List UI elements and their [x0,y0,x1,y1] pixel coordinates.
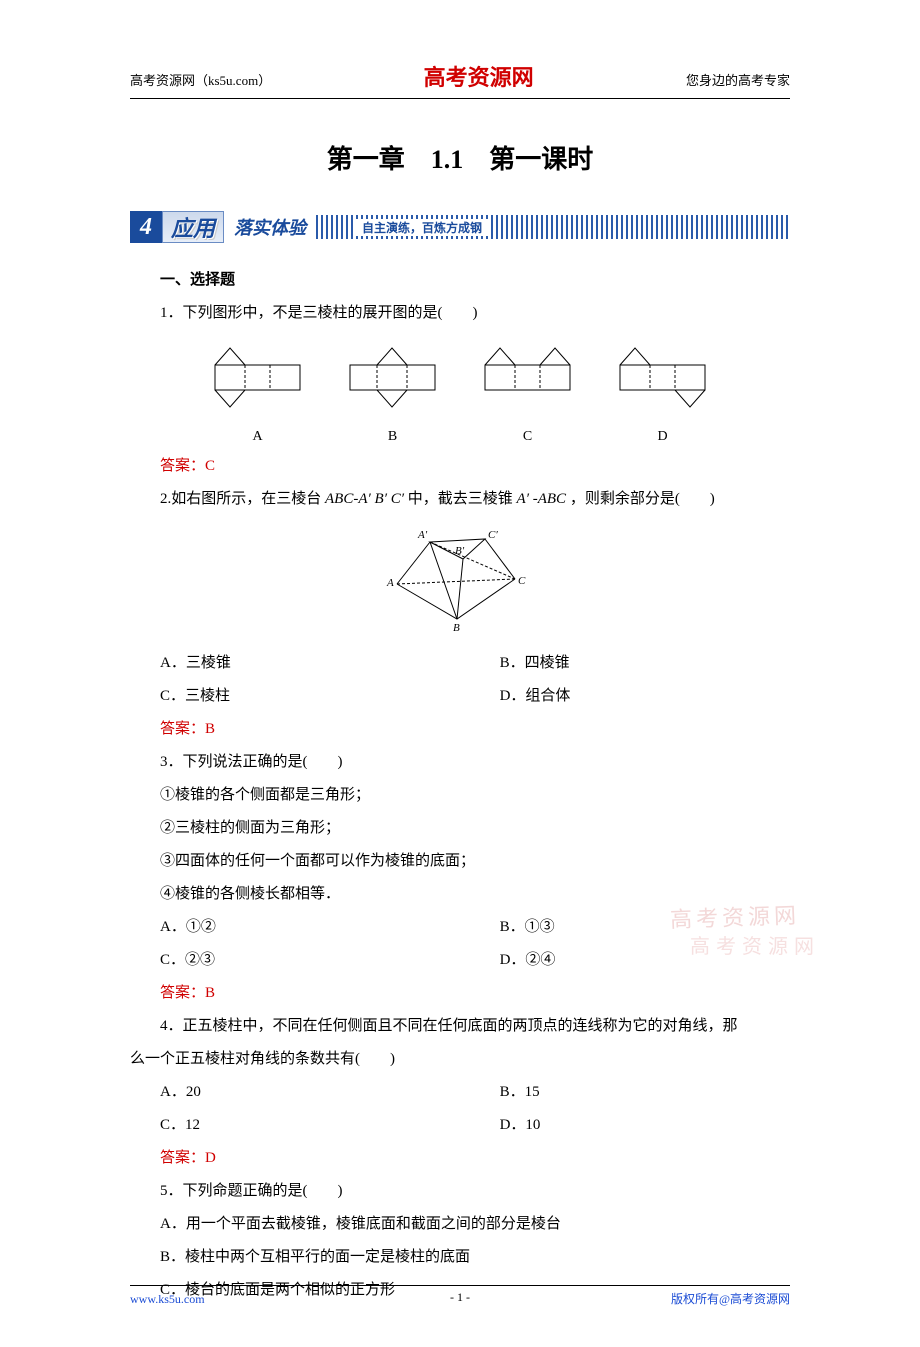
q2-answer: 答案：B [130,713,790,746]
q3-s3: ③四面体的任何一个面都可以作为棱锥的底面； [130,845,790,878]
q2-post: ，则剩余部分是( ) [570,491,715,507]
q2-opt-c: C．三棱柱 [130,680,500,713]
q1-figure-row: A B C [130,340,790,445]
banner-app-label: 应用 [162,211,224,243]
q2-pre: 2.如右图所示，在三棱台 [160,491,321,507]
q4-options-row2: C．12 D．10 [130,1109,790,1142]
net-diagram-c [475,340,580,420]
q5-opt-b: B．棱柱中两个互相平行的面一定是棱柱的底面 [130,1241,790,1274]
q1-answer: 答案：C [130,450,790,483]
q4-answer: 答案：D [130,1142,790,1175]
banner-motto: 自主演练，百炼方成钢 [356,219,488,236]
q2-opt-d: D．组合体 [500,680,790,713]
q2-options-row2: C．三棱柱 D．组合体 [130,680,790,713]
q3-s1: ①棱锥的各个侧面都是三角形； [130,779,790,812]
watermark-shadow: 高考资源网 [690,930,820,959]
page-title: 第一章 1.1 第一课时 [130,139,790,176]
q3-s2: ②三棱柱的侧面为三角形； [130,812,790,845]
section-heading: 一、选择题 [130,268,790,289]
q1-fig-b: B [340,340,445,445]
q2-figure: A′ B′ C′ A B C [130,524,790,639]
q1-label-a: A [205,429,310,445]
q4-opt-c: C．12 [130,1109,500,1142]
page-header: 高考资源网（ks5u.com） 高考资源网 您身边的高考专家 [130,60,790,99]
header-left: 高考资源网（ks5u.com） [130,70,271,89]
label-c: C [518,575,526,587]
q1-fig-a: A [205,340,310,445]
q1-text: 1．下列图形中，不是三棱柱的展开图的是( ) [130,297,790,330]
q4-options-row1: A．20 B．15 [130,1076,790,1109]
net-diagram-a [205,340,310,420]
q2-math2: A′ -ABC [517,491,567,507]
q4-text2: 么一个正五棱柱对角线的条数共有( ) [130,1043,790,1076]
q4-text1: 4．正五棱柱中，不同在任何侧面且不同在任何底面的两顶点的连线称为它的对角线，那 [130,1010,790,1043]
q2-math1: ABC-A′ B′ C′ [325,491,404,507]
footer-page: - 1 - [450,1290,470,1305]
label-a1: A′ [417,529,428,541]
frustum-diagram: A′ B′ C′ A B C [385,524,535,634]
banner-stripes: 自主演练，百炼方成钢 [316,215,790,239]
label-a: A [386,577,394,589]
header-brand: 高考资源网 [424,60,534,92]
header-right: 您身边的高考专家 [686,70,790,89]
q1-label-b: B [340,429,445,445]
footer-url: www.ks5u.com [130,1292,205,1307]
watermark: 高考资源网 [669,898,800,935]
q3-answer: 答案：B [130,977,790,1010]
page-footer: www.ks5u.com - 1 - 版权所有@高考资源网 [130,1285,790,1307]
q2-opt-b: B．四棱锥 [500,647,790,680]
q3-text: 3．下列说法正确的是( ) [130,746,790,779]
banner-subtitle: 落实体验 [224,214,316,240]
q2-mid: 中，截去三棱锥 [408,491,513,507]
footer-copyright: 版权所有@高考资源网 [671,1290,790,1307]
q2-opt-a: A．三棱锥 [130,647,500,680]
q1-fig-c: C [475,340,580,445]
q2-text: 2.如右图所示，在三棱台 ABC-A′ B′ C′ 中，截去三棱锥 A′ -AB… [130,483,790,516]
q5-text: 5．下列命题正确的是( ) [130,1175,790,1208]
label-c1: C′ [488,529,498,541]
q4-opt-d: D．10 [500,1109,790,1142]
q2-options-row1: A．三棱锥 B．四棱锥 [130,647,790,680]
q1-label-c: C [475,429,580,445]
q3-opt-c: C．②③ [130,944,500,977]
label-b1: B′ [455,545,465,557]
net-diagram-d [610,340,715,420]
q4-opt-b: B．15 [500,1076,790,1109]
section-banner: 4 应用 落实体验 自主演练，百炼方成钢 [130,211,790,243]
q1-fig-d: D [610,340,715,445]
net-diagram-b [340,340,445,420]
q4-opt-a: A．20 [130,1076,500,1109]
q5-opt-a: A．用一个平面去截棱锥，棱锥底面和截面之间的部分是棱台 [130,1208,790,1241]
banner-number: 4 [130,211,162,243]
label-b: B [453,622,460,634]
q3-opt-a: A．①② [130,911,500,944]
q1-label-d: D [610,429,715,445]
